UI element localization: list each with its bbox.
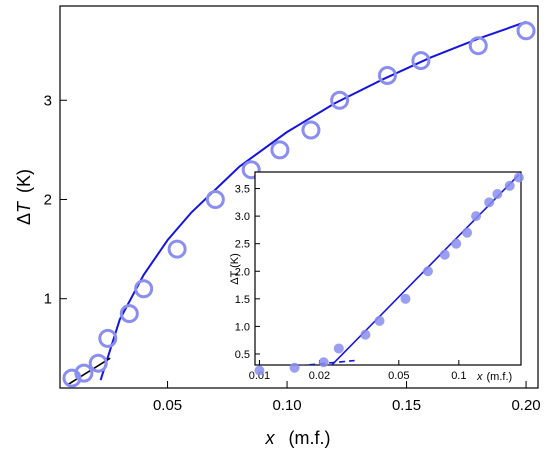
x-axis-label: x (m.f.) — [265, 428, 331, 448]
data-point — [88, 353, 108, 373]
inset-fit-line — [330, 174, 520, 365]
inset-x-tick-label: 0.01 — [249, 370, 270, 382]
data-point — [377, 65, 397, 85]
inset-x-tick-label: 0.1 — [451, 370, 466, 382]
inset-data-point — [400, 293, 411, 304]
data-point — [270, 140, 290, 160]
x-axis-unit: (m.f.) — [289, 428, 331, 448]
inset-y-tick-label: 0.5 — [235, 349, 250, 361]
x-tick-label: 0.15 — [392, 397, 421, 414]
inset-data-point — [504, 180, 515, 191]
data-point — [98, 328, 118, 348]
x-tick-label: 0.10 — [272, 397, 301, 414]
inset-frame — [254, 171, 522, 366]
inset-data-point — [289, 362, 300, 373]
inset-x-tick-label: 0.05 — [388, 370, 409, 382]
initial-fit-line — [66, 357, 111, 386]
data-point — [411, 51, 431, 71]
inset-data-point — [360, 329, 371, 340]
data-point — [167, 239, 187, 259]
inset-data-point — [374, 315, 385, 326]
inset-y-tick-label: 3.0 — [235, 211, 250, 223]
data-point — [119, 304, 139, 324]
y-tick-label: 2 — [44, 191, 52, 208]
data-point — [134, 279, 154, 299]
inset-data-point — [471, 211, 482, 222]
y-axis-label: ΔT (K) — [14, 169, 34, 225]
data-point — [330, 90, 350, 110]
y-axis-var: T — [14, 200, 34, 213]
inset-y-axis-label: ΔT (K) — [229, 253, 241, 285]
data-point — [516, 21, 536, 41]
inset-x-axis-label: x (m.f.) — [476, 371, 512, 383]
inset-y-tick-label: 3.5 — [235, 184, 250, 196]
inset-data-point — [462, 227, 473, 238]
data-point — [62, 368, 82, 388]
y-axis-unit: (K) — [14, 169, 34, 193]
inset-data-point — [318, 357, 329, 368]
inset-x-tick-label: 0.02 — [309, 370, 330, 382]
x-tick-label: 0.05 — [153, 397, 182, 414]
inset-data-point — [439, 249, 450, 260]
inset-data-point — [254, 365, 265, 376]
data-point — [74, 363, 94, 383]
inset-data-point — [484, 197, 495, 208]
inset-x-axis-var: x — [476, 371, 483, 383]
main-plot-frame — [59, 5, 539, 389]
data-point — [205, 189, 225, 209]
y-tick-label: 1 — [44, 291, 52, 308]
inset-data-point — [513, 172, 524, 183]
data-point — [241, 160, 261, 180]
inset-y-tick-label: 1.5 — [235, 294, 250, 306]
inset-x-axis-unit: (m.f.) — [487, 371, 513, 383]
inset-data-point — [451, 238, 462, 249]
x-axis-var: x — [265, 428, 276, 448]
inset-y-tick-label: 2.5 — [235, 239, 250, 251]
inset-data-point — [333, 343, 344, 354]
x-tick-label: 0.20 — [511, 397, 540, 414]
inset-y-tick-label: 2.0 — [235, 266, 250, 278]
y-axis-delta: Δ — [14, 213, 34, 225]
y-tick-label: 3 — [44, 92, 52, 109]
inset-data-point — [492, 189, 503, 200]
data-point — [301, 120, 321, 140]
inset-y-tick-label: 1.0 — [235, 321, 250, 333]
data-point — [468, 36, 488, 56]
inset-data-point — [422, 266, 433, 277]
